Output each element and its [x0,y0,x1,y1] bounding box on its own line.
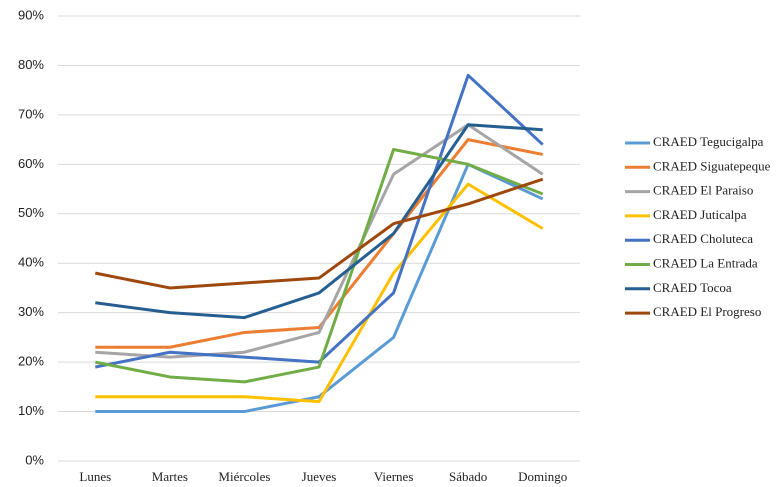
series-line [95,182,544,404]
legend-label: CRAED Tocoa [653,280,732,295]
y-tick-label: 20% [18,354,44,369]
series-line [95,123,543,320]
legend-label: CRAED Tegucigalpa [653,134,764,149]
series-line [94,177,544,290]
y-tick-label: 50% [18,205,44,220]
x-tick-label: Miércoles [218,469,270,484]
x-tick-label: Domingo [518,469,567,484]
y-tick-label: 0% [25,452,44,467]
series-line [95,138,544,349]
series-line [94,73,544,369]
series-line [94,148,544,384]
legend-label: CRAED La Entrada [653,255,758,270]
x-tick-label: Jueves [302,469,337,484]
x-tick-label: Martes [152,469,188,484]
legend-label: CRAED Siguatepeque [653,158,771,173]
y-tick-label: 70% [18,106,44,121]
y-tick-label: 30% [18,304,44,319]
series-line [95,123,544,359]
y-tick-label: 60% [18,156,44,171]
y-tick-label: 80% [18,57,44,72]
legend-label: CRAED Choluteca [653,231,753,246]
x-tick-label: Viernes [374,469,414,484]
legend-label: CRAED El Progreso [653,304,761,319]
legend-label: CRAED Juticalpa [653,207,747,222]
y-tick-label: 40% [18,255,44,270]
y-tick-label: 90% [18,7,44,22]
x-tick-label: Sábado [449,469,487,484]
legend-label: CRAED El Paraiso [653,183,753,198]
y-tick-label: 10% [18,403,44,418]
x-tick-label: Lunes [79,469,111,484]
